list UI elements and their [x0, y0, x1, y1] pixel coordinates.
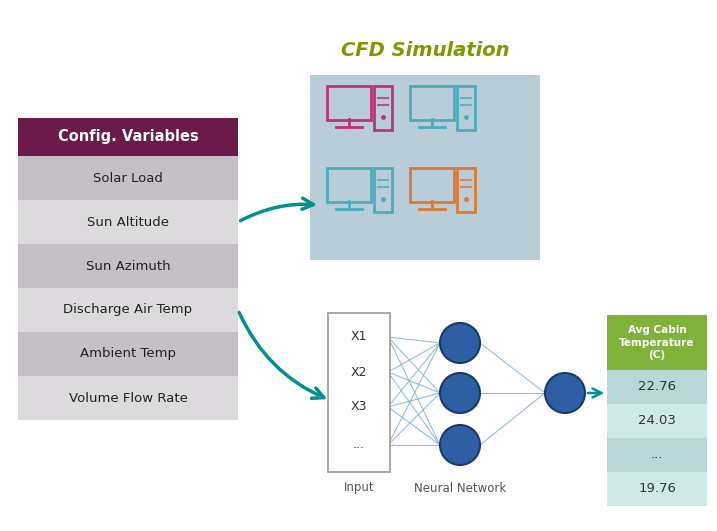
Circle shape — [440, 425, 480, 465]
Text: Config. Variables: Config. Variables — [57, 130, 199, 144]
FancyBboxPatch shape — [310, 75, 540, 260]
FancyBboxPatch shape — [607, 472, 707, 506]
FancyBboxPatch shape — [18, 376, 238, 420]
Circle shape — [440, 373, 480, 413]
Text: Volume Flow Rate: Volume Flow Rate — [69, 391, 187, 405]
Text: Ambient Temp: Ambient Temp — [80, 347, 176, 361]
Text: X1: X1 — [351, 330, 367, 344]
FancyBboxPatch shape — [18, 244, 238, 288]
Text: Solar Load: Solar Load — [93, 172, 163, 184]
FancyBboxPatch shape — [18, 200, 238, 244]
Text: ...: ... — [651, 449, 663, 461]
Text: 24.03: 24.03 — [638, 415, 676, 427]
FancyBboxPatch shape — [607, 315, 707, 370]
FancyBboxPatch shape — [607, 438, 707, 472]
FancyBboxPatch shape — [328, 313, 390, 472]
Text: ...: ... — [353, 439, 365, 451]
Text: Sun Altitude: Sun Altitude — [87, 216, 169, 228]
Circle shape — [440, 323, 480, 363]
Text: 22.76: 22.76 — [638, 381, 676, 393]
Text: Neural Network: Neural Network — [414, 482, 506, 494]
FancyBboxPatch shape — [18, 156, 238, 200]
FancyBboxPatch shape — [18, 118, 238, 156]
FancyBboxPatch shape — [18, 288, 238, 332]
Text: X2: X2 — [351, 365, 367, 379]
Text: Input: Input — [343, 482, 374, 494]
Circle shape — [545, 373, 585, 413]
Text: Avg Cabin
Temperature
(C): Avg Cabin Temperature (C) — [619, 325, 695, 360]
FancyBboxPatch shape — [607, 370, 707, 404]
FancyBboxPatch shape — [18, 332, 238, 376]
FancyBboxPatch shape — [607, 404, 707, 438]
Text: Sun Azimuth: Sun Azimuth — [86, 260, 171, 272]
Text: X3: X3 — [351, 400, 367, 414]
Text: Discharge Air Temp: Discharge Air Temp — [63, 304, 193, 316]
Text: 19.76: 19.76 — [638, 483, 676, 495]
Text: CFD Simulation: CFD Simulation — [341, 41, 509, 60]
